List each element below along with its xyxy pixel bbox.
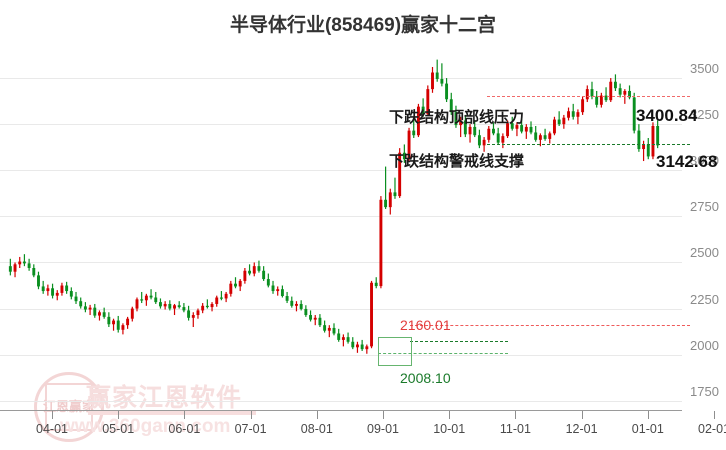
grid-line xyxy=(0,170,682,172)
watermark-brand: 赢家江恩软件 xyxy=(86,384,243,412)
x-axis-tick xyxy=(52,411,53,419)
grid-line xyxy=(0,308,682,310)
x-axis-tick-label: 10-01 xyxy=(433,422,466,436)
chart-plot-area[interactable] xyxy=(0,55,682,411)
y-axis-tick-label: 2000 xyxy=(690,337,719,353)
selection-box[interactable] xyxy=(378,337,412,366)
grid-line xyxy=(0,400,682,402)
price-tag-support: 3142.68 xyxy=(656,152,718,171)
x-axis-tick-label: 06-01 xyxy=(168,422,201,436)
resistance-line xyxy=(487,96,690,98)
price-tag-low-support: 2008.10 xyxy=(400,370,451,386)
x-axis-tick xyxy=(515,411,517,419)
annotation-resistance-label: 下跌结构顶部线压力 xyxy=(389,109,525,126)
y-axis-tick-label: 2500 xyxy=(690,245,719,261)
grid-line xyxy=(0,354,682,356)
x-axis-tick-label: 02-01 xyxy=(698,422,726,436)
y-axis-tick-label: 3000 xyxy=(690,153,719,169)
watermark-bar xyxy=(88,410,256,415)
watermark-seal-inner xyxy=(45,383,93,431)
x-axis-tick xyxy=(449,411,451,419)
y-axis-tick-label: 1750 xyxy=(690,383,719,399)
y-axis-tick-label: 2250 xyxy=(690,291,719,307)
x-axis-tick xyxy=(184,411,186,419)
x-axis-tick-label: 04-01 xyxy=(36,422,68,436)
x-axis-tick xyxy=(581,411,583,419)
price-tag-resistance: 3400.84 xyxy=(636,106,698,125)
x-axis-tick xyxy=(647,411,649,419)
x-axis-tick xyxy=(250,411,252,419)
grid-line xyxy=(0,124,682,126)
price-tag-low-resistance: 2160.01 xyxy=(400,317,451,333)
x-axis-line xyxy=(0,410,682,411)
grid-line xyxy=(0,78,682,80)
support-line xyxy=(487,143,690,145)
watermark-url: www.360gann.com xyxy=(60,416,231,437)
candlestick-series xyxy=(8,59,660,354)
x-axis-tick-label: 12-01 xyxy=(565,422,598,436)
grid-line xyxy=(0,216,682,218)
x-axis-tick xyxy=(316,411,318,419)
x-axis-tick xyxy=(383,411,384,419)
x-axis-tick-label: 01-01 xyxy=(631,422,664,436)
low-resistance-line xyxy=(410,325,690,327)
x-axis-tick xyxy=(714,411,715,419)
grid-line xyxy=(0,262,682,264)
annotation-support-label: 下跌结构警戒线支撑 xyxy=(389,153,525,170)
x-axis-tick-label: 11-01 xyxy=(499,422,531,436)
x-axis-tick-label: 07-01 xyxy=(234,422,267,436)
y-axis-tick-label: 3250 xyxy=(690,107,719,123)
y-axis-tick-label: 3500 xyxy=(690,61,719,77)
low-support-line xyxy=(378,353,508,355)
page-title: 半导体行业(858469)赢家十二宫 xyxy=(229,15,497,36)
low-mid-line xyxy=(410,340,508,342)
x-axis-tick-label: 05-01 xyxy=(102,422,135,436)
y-axis-tick-label: 2750 xyxy=(690,199,719,215)
x-axis-tick xyxy=(118,411,120,419)
x-axis-tick-label: 09-01 xyxy=(367,422,399,436)
x-axis-tick-label: 08-01 xyxy=(300,422,333,436)
